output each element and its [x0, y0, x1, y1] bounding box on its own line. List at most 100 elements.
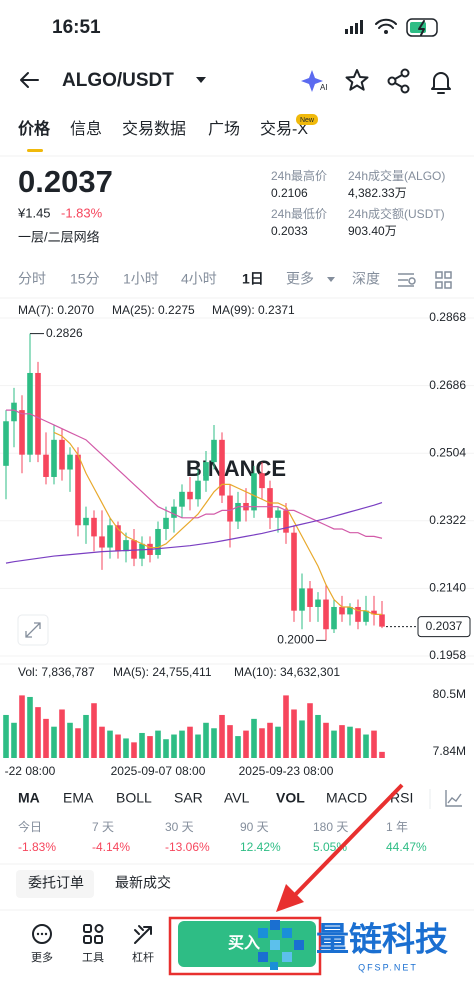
stat-label: 24h成交量(ALGO): [348, 168, 445, 183]
share-button[interactable]: [387, 68, 410, 94]
indicator[interactable]: BOLL: [116, 790, 152, 806]
candle-body: [187, 491, 193, 500]
volume-bar: [27, 696, 33, 758]
pair-title[interactable]: ALGO/USDT: [62, 70, 174, 91]
volume-bar: [91, 703, 97, 758]
tools-button[interactable]: [83, 924, 104, 944]
volume-chart: 80.5M 7.84M: [3, 687, 466, 758]
order-tab[interactable]: 最新成交: [115, 875, 171, 891]
buy-button-label[interactable]: 买入: [228, 934, 260, 952]
candle-body: [99, 536, 105, 548]
interval[interactable]: 1小时: [123, 271, 159, 287]
candle-body: [123, 540, 129, 552]
margin-button[interactable]: [134, 925, 152, 944]
low-label: 0.2000: [277, 633, 314, 647]
tab[interactable]: 广场: [208, 120, 240, 138]
order-tab[interactable]: 委托订单: [28, 875, 84, 891]
period-label: 1 年: [386, 820, 408, 834]
tab[interactable]: 信息: [70, 120, 102, 138]
stat-value: 0.2106: [271, 186, 308, 200]
interval[interactable]: 更多: [286, 271, 314, 287]
svg-text:AI: AI: [320, 83, 328, 92]
candle-body: [51, 439, 57, 477]
tab[interactable]: 价格: [18, 119, 51, 138]
period-label: 7 天: [92, 820, 114, 834]
interval[interactable]: 4小时: [181, 271, 217, 287]
chart-settings[interactable]: [398, 273, 416, 287]
candle-body: [379, 614, 385, 627]
indicator[interactable]: EMA: [63, 790, 94, 806]
volume-bar: [131, 742, 137, 758]
nav-label[interactable]: 更多: [31, 950, 53, 964]
indicator-settings[interactable]: [445, 790, 462, 807]
candle-body: [155, 528, 161, 555]
candle-body: [259, 473, 265, 489]
tab[interactable]: 交易数据: [122, 120, 186, 138]
indicator[interactable]: AVL: [224, 790, 250, 806]
volume-bar: [195, 734, 201, 758]
candle-body: [363, 610, 369, 622]
nav-label[interactable]: 杠杆: [132, 950, 154, 964]
tab[interactable]: 交易-X: [260, 120, 308, 138]
more-dropdown[interactable]: [327, 277, 335, 282]
back-button[interactable]: [20, 72, 39, 88]
candle-body: [291, 532, 297, 611]
tab-pill: [16, 870, 94, 898]
x-tick-label: -22 08:00: [5, 764, 56, 778]
volume-bar: [355, 728, 361, 758]
candle-body: [275, 510, 281, 518]
candle-body: [91, 517, 97, 537]
candle-body: [179, 491, 185, 507]
volume-bar: [35, 707, 41, 758]
candle-body: [307, 588, 313, 607]
sector-tag[interactable]: 一层/二层网络: [18, 229, 100, 244]
volume-bar: [315, 714, 321, 758]
favorite-button[interactable]: [345, 69, 369, 91]
volume-bar: [59, 709, 65, 758]
candle-body: [315, 599, 321, 607]
indicator[interactable]: MA: [18, 790, 40, 806]
volume-bar: [371, 730, 377, 758]
candle-body: [67, 454, 73, 470]
volume-bar: [83, 714, 89, 758]
nav-label[interactable]: 工具: [82, 951, 104, 964]
interval[interactable]: 分时: [18, 271, 46, 287]
volume-bar: [243, 730, 249, 758]
candle-body: [107, 525, 113, 548]
buy-button[interactable]: [178, 921, 316, 967]
period-label: 90 天: [240, 820, 269, 834]
interval[interactable]: 1日: [242, 271, 264, 287]
ma-legend: MA(99): 0.2371: [212, 303, 295, 317]
performance-row: 今日 -1.83% 7 天 -4.14% 30 天 -13.06% 90 天 12.42% 18…: [18, 819, 427, 854]
volume-bar: [211, 728, 217, 758]
stat-value: 4,382.33万: [348, 186, 407, 200]
indicator[interactable]: SAR: [174, 790, 203, 806]
stat-value: 0.2033: [271, 224, 308, 238]
indicator[interactable]: MACD: [326, 790, 367, 806]
more-button[interactable]: [32, 924, 52, 944]
y-tick-label: 0.2322: [429, 513, 466, 527]
candle-body: [35, 372, 41, 455]
pair-dropdown[interactable]: [196, 77, 206, 83]
candle-body: [59, 439, 65, 470]
y-tick-label: 0.2686: [429, 378, 466, 392]
interval[interactable]: 15分: [70, 271, 100, 287]
ma-line: [5, 502, 383, 564]
candle-body: [339, 606, 345, 615]
volume-bar: [3, 714, 9, 758]
y-tick-label: 0.2504: [429, 445, 466, 459]
fullscreen-button[interactable]: [17, 614, 49, 646]
candle-body: [83, 517, 89, 526]
interval[interactable]: 深度: [352, 271, 380, 287]
volume-bar: [99, 726, 105, 758]
ai-button[interactable]: AI: [301, 70, 328, 92]
period-change: -13.06%: [165, 840, 210, 854]
period-change: 44.47%: [386, 840, 427, 854]
layout-toggle[interactable]: [435, 271, 452, 289]
candle-body: [139, 543, 145, 559]
clock: 16:51: [52, 17, 101, 38]
volume-bar: [251, 718, 257, 758]
indicator[interactable]: VOL: [276, 790, 305, 806]
alert-button[interactable]: [431, 72, 451, 94]
volume-bar: [379, 751, 385, 758]
